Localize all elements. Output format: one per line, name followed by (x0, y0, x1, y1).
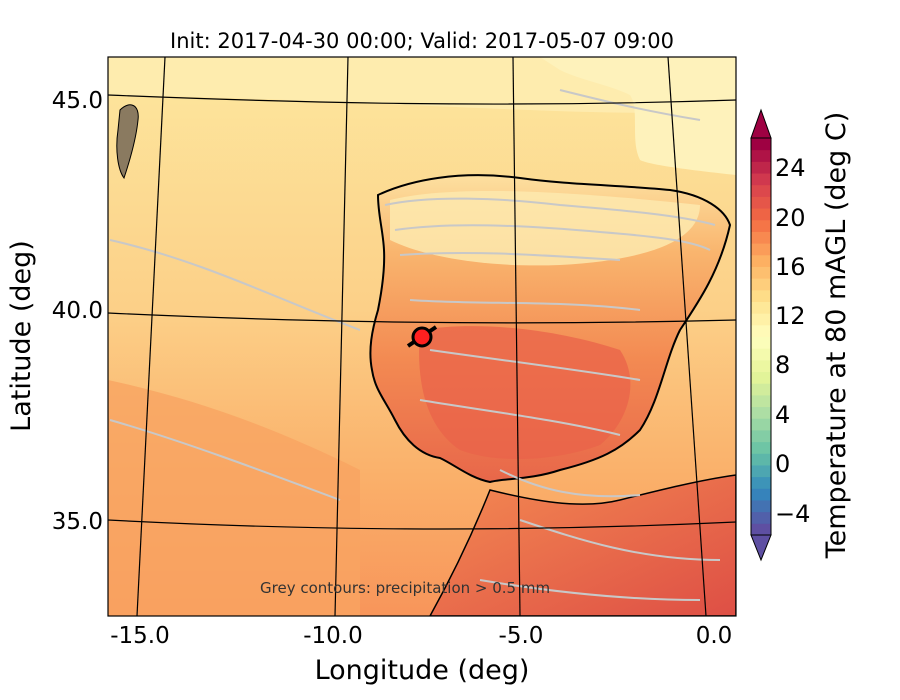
colorbar-segment (751, 289, 771, 302)
x-tick-label: -5.0 (499, 623, 544, 649)
x-tick-label: -15.0 (110, 623, 170, 649)
colorbar-tick-label: 8 (775, 351, 790, 379)
colorbar-extend-max (750, 108, 772, 139)
y-tick-label: 40.0 (52, 298, 103, 324)
africa-land (429, 474, 736, 616)
colorbar-segment (751, 254, 771, 267)
colorbar-segment (751, 266, 771, 279)
iberia-warm-region (419, 326, 631, 460)
british-isles-land (116, 104, 139, 180)
colorbar-segment (751, 278, 771, 291)
colorbar-segment (751, 523, 771, 536)
x-tick-label: -10.0 (303, 623, 363, 649)
colorbar-segment (751, 231, 771, 244)
colorbar-tick-label: −4 (775, 500, 810, 528)
colorbar-segment (751, 359, 771, 373)
x-tick-label: 0.0 (696, 623, 733, 649)
france-land (540, 57, 736, 175)
colorbar-segment (751, 348, 771, 361)
colorbar-segment (751, 511, 771, 524)
colorbar-segment (751, 301, 771, 314)
colorbar-segment (751, 336, 771, 349)
colorbar-tick-label: 12 (775, 302, 806, 330)
colorbar-segment (751, 464, 771, 478)
colorbar-segment (751, 371, 771, 384)
colorbar-segment (751, 429, 771, 443)
map-panel: Grey contours: precipitation > 0.5 mm (108, 57, 736, 616)
colorbar-extend-min (750, 534, 772, 562)
colorbar-segment (751, 196, 771, 209)
colorbar-frame (750, 137, 772, 536)
y-axis-label: Latitude (deg) (6, 240, 37, 432)
colorbar-segment (751, 441, 771, 454)
colorbar-segments (751, 138, 771, 536)
colorbar-segment (751, 313, 771, 326)
colorbar-segment (751, 324, 771, 337)
colorbar-segment (751, 149, 771, 162)
colorbar-tick-label: 20 (775, 204, 806, 232)
map-frame (107, 56, 737, 617)
colorbar-segment (751, 406, 771, 419)
colorbar-segment (751, 184, 771, 197)
colorbar-segment (751, 138, 771, 151)
colorbar-segment (751, 394, 771, 408)
map-title: Init: 2017-04-30 00:00; Valid: 2017-05-0… (170, 29, 674, 53)
colorbar: 24 20 16 12 8 4 0 −4 Temperature at 80 m… (750, 108, 852, 562)
x-axis: -15.0 -10.0 -5.0 0.0 Longitude (deg) (110, 623, 732, 686)
colorbar-segment (751, 418, 771, 431)
colorbar-label: Temperature at 80 mAGL (deg C) (821, 112, 852, 560)
colorbar-segment (751, 173, 771, 186)
colorbar-segment (751, 453, 771, 466)
colorbar-tick-label: 0 (775, 450, 790, 478)
colorbar-segment (751, 243, 771, 256)
colorbar-tick-label: 16 (775, 253, 806, 281)
colorbar-tick-label: 4 (775, 401, 790, 429)
colorbar-segment (751, 476, 771, 489)
colorbar-segment (751, 383, 771, 396)
colorbar-segment (751, 161, 771, 174)
precip-annotation: Grey contours: precipitation > 0.5 mm (260, 579, 550, 597)
colorbar-tick-label: 24 (775, 154, 806, 182)
site-marker (406, 325, 438, 348)
colorbar-segment (751, 499, 771, 513)
y-tick-label: 45.0 (52, 88, 103, 114)
colorbar-segment (751, 208, 771, 221)
colorbar-segment (751, 488, 771, 501)
colorbar-segment (751, 219, 771, 232)
precipitation-contours (109, 89, 721, 601)
y-axis: 45.0 40.0 35.0 Latitude (deg) (6, 88, 103, 535)
y-tick-label: 35.0 (52, 509, 103, 535)
x-axis-label: Longitude (deg) (315, 655, 530, 686)
graticule (108, 57, 736, 616)
